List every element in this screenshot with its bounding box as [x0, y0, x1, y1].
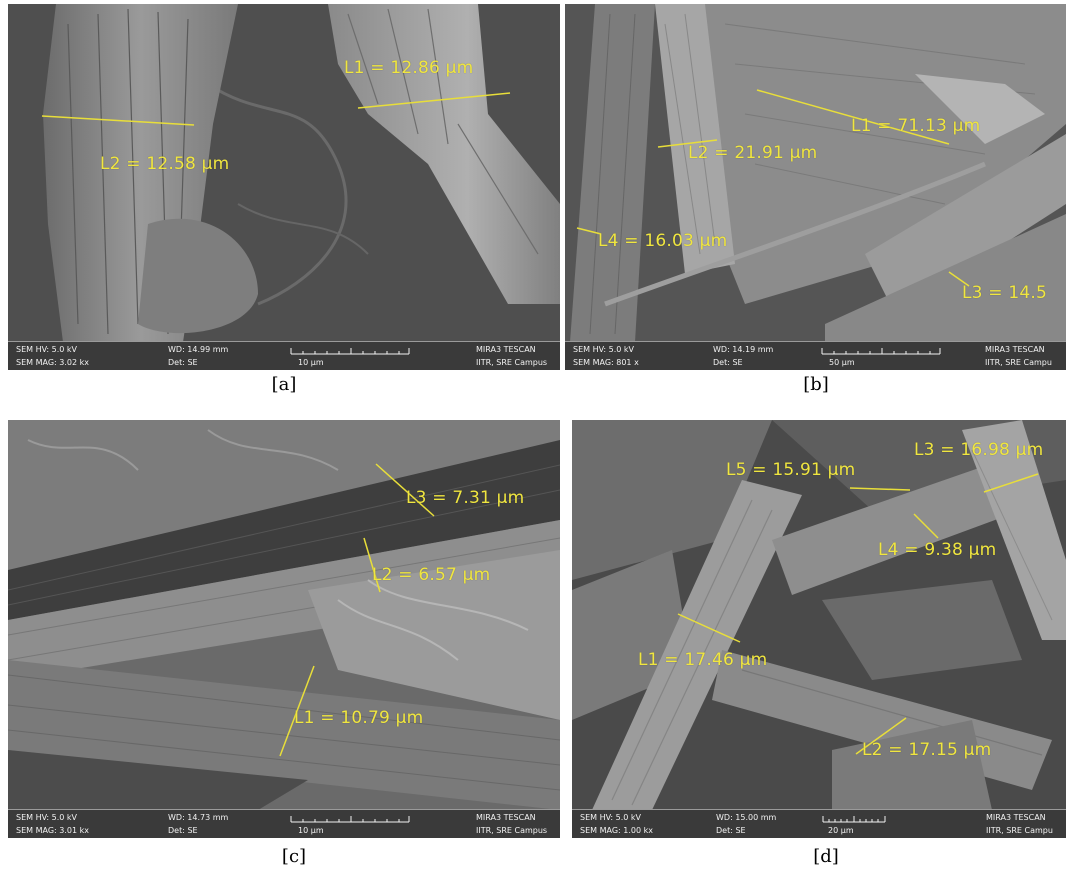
instrument-text: MIRA3 TESCAN [985, 345, 1045, 354]
scale-bar-icon [822, 816, 886, 823]
sem-micrograph-b [565, 4, 1066, 342]
panel-caption: [a] [271, 374, 297, 395]
measurement-label: L4 = 9.38 µm [878, 540, 997, 560]
panel-caption: [d] [813, 846, 839, 867]
instrument-text: MIRA3 TESCAN [476, 813, 536, 822]
det-text: Det: SE [713, 358, 743, 367]
instrument-text: MIRA3 TESCAN [476, 345, 536, 354]
measurement-label: L1 = 12.86 µm [344, 58, 474, 78]
site-text: IITR, SRE Campu [985, 358, 1052, 367]
info-cell: MIRA3 TESCAN IITR, SRE Campus [476, 343, 547, 369]
scale-bar-icon [290, 816, 410, 823]
det-text: Det: SE [168, 826, 198, 835]
scale-bar-icon [821, 348, 941, 355]
measurement-label: L2 = 17.15 µm [862, 740, 992, 760]
instrument-text: MIRA3 TESCAN [986, 813, 1046, 822]
measurement-label: L1 = 10.79 µm [294, 708, 424, 728]
measurement-label: L2 = 6.57 µm [372, 565, 491, 585]
info-cell: WD: 14.73 mm Det: SE [168, 811, 228, 837]
sem-image-panel-b: L1 = 71.13 µm L2 = 21.91 µm L4 = 16.03 µ… [565, 4, 1066, 370]
info-cell: WD: 15.00 mm Det: SE [716, 811, 776, 837]
scale-bar-icon [290, 348, 410, 355]
info-cell: WD: 14.99 mm Det: SE [168, 343, 228, 369]
measurement-label: L1 = 71.13 µm [851, 116, 981, 136]
wd-text: WD: 15.00 mm [716, 813, 777, 822]
sem-image-panel-a: L1 = 12.86 µm L2 = 12.58 µm SEM HV: 5.0 … [8, 4, 560, 370]
sem-mag-text: SEM MAG: 801 x [573, 358, 639, 367]
info-cell: MIRA3 TESCAN IITR, SRE Campu [985, 343, 1052, 369]
det-text: Det: SE [716, 826, 746, 835]
sem-hv-text: SEM HV: 5.0 kV [573, 345, 635, 354]
wd-text: WD: 14.99 mm [168, 345, 229, 354]
scale-bar-label: 20 µm [828, 826, 854, 835]
info-cell: SEM HV: 5.0 kV SEM MAG: 801 x [573, 343, 639, 369]
measurement-label: L2 = 21.91 µm [688, 143, 818, 163]
det-text: Det: SE [168, 358, 198, 367]
scale-bar-label: 10 µm [298, 826, 324, 835]
sem-image-panel-c: L3 = 7.31 µm L2 = 6.57 µm L1 = 10.79 µm … [8, 420, 560, 838]
sem-image-panel-d: L5 = 15.91 µm L3 = 16.98 µm L4 = 9.38 µm… [572, 420, 1066, 838]
site-text: IITR, SRE Campu [986, 826, 1053, 835]
sem-mag-text: SEM MAG: 3.02 kx [16, 358, 89, 367]
panel-caption: [c] [281, 846, 307, 867]
info-cell: WD: 14.19 mm Det: SE [713, 343, 773, 369]
sem-micrograph-a [8, 4, 560, 342]
sem-info-bar: SEM HV: 5.0 kV SEM MAG: 3.02 kx WD: 14.99… [8, 341, 560, 370]
site-text: IITR, SRE Campus [476, 358, 548, 367]
info-cell: MIRA3 TESCAN IITR, SRE Campu [986, 811, 1053, 837]
sem-hv-text: SEM HV: 5.0 kV [580, 813, 642, 822]
sem-mag-text: SEM MAG: 3.01 kx [16, 826, 89, 835]
sem-info-bar: SEM HV: 5.0 kV SEM MAG: 801 x WD: 14.19 m… [565, 341, 1066, 370]
measurement-label: L4 = 16.03 µm [598, 231, 728, 251]
sem-hv-text: SEM HV: 5.0 kV [16, 813, 78, 822]
wd-text: WD: 14.19 mm [713, 345, 774, 354]
measurement-label: L3 = 14.5 [962, 283, 1047, 303]
scale-bar-label: 50 µm [829, 358, 855, 367]
panel-caption: [b] [803, 374, 829, 395]
sem-info-bar: SEM HV: 5.0 kV SEM MAG: 3.01 kx WD: 14.73… [8, 809, 560, 838]
measurement-label: L3 = 16.98 µm [914, 440, 1044, 460]
info-cell: SEM HV: 5.0 kV SEM MAG: 3.02 kx [16, 343, 89, 369]
info-cell: MIRA3 TESCAN IITR, SRE Campus [476, 811, 547, 837]
scale-bar-label: 10 µm [298, 358, 324, 367]
sem-mag-text: SEM MAG: 1.00 kx [580, 826, 653, 835]
sem-info-bar: SEM HV: 5.0 kV SEM MAG: 1.00 kx WD: 15.00… [572, 809, 1066, 838]
measurement-label: L2 = 12.58 µm [100, 154, 230, 174]
info-cell: SEM HV: 5.0 kV SEM MAG: 1.00 kx [580, 811, 653, 837]
measurement-label: L5 = 15.91 µm [726, 460, 856, 480]
info-cell: SEM HV: 5.0 kV SEM MAG: 3.01 kx [16, 811, 89, 837]
sem-micrograph-d [572, 420, 1066, 810]
site-text: IITR, SRE Campus [476, 826, 548, 835]
measurement-label: L1 = 17.46 µm [638, 650, 768, 670]
sem-micrograph-c [8, 420, 560, 810]
measurement-label: L3 = 7.31 µm [406, 488, 525, 508]
wd-text: WD: 14.73 mm [168, 813, 229, 822]
sem-hv-text: SEM HV: 5.0 kV [16, 345, 78, 354]
